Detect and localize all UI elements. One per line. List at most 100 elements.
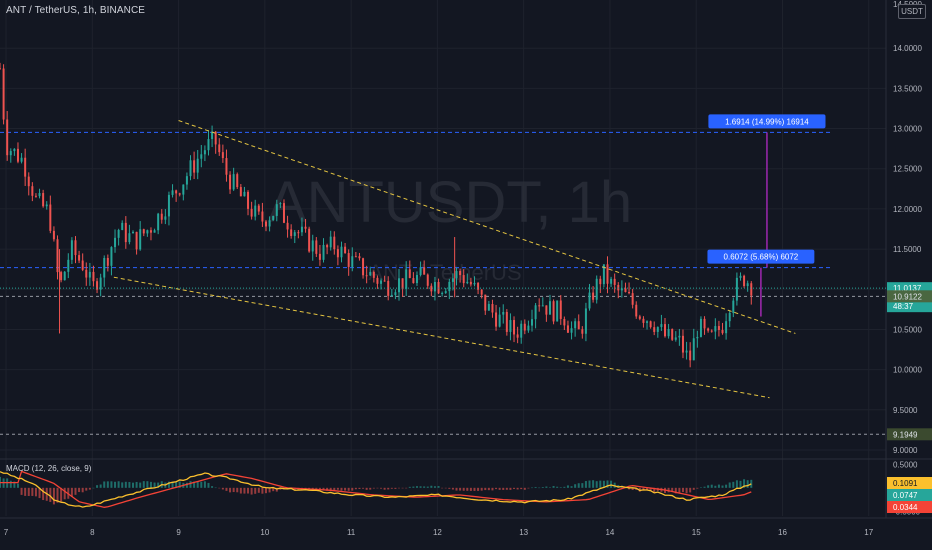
candle-body [304, 226, 307, 229]
candle-body [106, 257, 109, 266]
candle-body [268, 220, 271, 227]
macd-histogram-bar [27, 487, 30, 496]
candle-body [556, 300, 559, 322]
candle-body [135, 231, 138, 250]
macd-histogram-bar [552, 486, 555, 488]
macd-histogram-bar [279, 487, 282, 490]
macd-histogram-bar [523, 487, 526, 490]
candle-body [743, 275, 746, 287]
candle-body [664, 324, 667, 337]
macd-histogram-bar [333, 487, 336, 491]
macd-histogram-bar [117, 481, 120, 488]
macd-histogram-bar [577, 483, 580, 488]
macd-histogram-bar [175, 482, 178, 488]
candle-body [750, 283, 753, 296]
candle-body [455, 271, 458, 279]
macd-histogram-bar [13, 481, 16, 488]
macd-histogram-bar [401, 487, 404, 489]
macd-histogram-bar [311, 487, 314, 489]
candle-body [189, 160, 192, 177]
macd-histogram-bar [588, 480, 591, 488]
candle-body [85, 269, 88, 278]
macd-value: 0.0747 [893, 491, 918, 500]
candle-body [491, 304, 494, 313]
candle-body [469, 281, 472, 285]
candle-body [103, 257, 106, 278]
macd-indicator-label[interactable]: MACD (12, 26, close, 9) [6, 464, 92, 473]
measure-label-box [708, 114, 826, 129]
macd-histogram-bar [513, 487, 516, 489]
macd-line [0, 471, 752, 508]
macd-histogram-bar [545, 486, 548, 488]
macd-histogram-bar [491, 487, 494, 491]
macd-histogram-bar [34, 487, 37, 497]
macd-histogram-bar [200, 481, 203, 488]
macd-histogram-bar [340, 487, 343, 491]
candle-body [513, 320, 516, 335]
macd-histogram-bar [135, 481, 138, 488]
trend-line [178, 120, 796, 334]
candle-body [340, 246, 343, 258]
candle-body [67, 259, 70, 272]
candle-body [78, 255, 81, 261]
price-axis-tick: 11.5000 [893, 245, 922, 254]
candle-body [566, 325, 569, 333]
candle-body [114, 237, 117, 248]
price-axis-tick: 10.0000 [893, 366, 922, 375]
candle-body [203, 150, 206, 155]
macd-histogram-bar [563, 486, 566, 488]
candle-body [157, 213, 160, 231]
macd-histogram-bar [24, 487, 27, 496]
macd-histogram-bar [250, 487, 253, 495]
candle-body [383, 280, 386, 282]
macd-histogram-bar [599, 480, 602, 488]
watermark-subtitle: ANT / TetherUS [368, 260, 521, 285]
macd-histogram-bar [739, 480, 742, 488]
candle-body [128, 233, 131, 243]
price-axis-tick: 13.0000 [893, 125, 922, 134]
candle-body [671, 329, 674, 340]
symbol-header[interactable]: ANT / TetherUS, 1h, BINANCE [6, 5, 146, 16]
macd-histogram-bar [247, 487, 250, 494]
macd-value-tag [887, 489, 932, 501]
candle-body [419, 267, 422, 276]
candle-body [110, 247, 113, 266]
macd-histogram-bar [203, 481, 206, 488]
macd-histogram-bar [455, 487, 458, 491]
candle-body [153, 230, 156, 233]
macd-histogram-bar [49, 487, 52, 502]
candle-body [333, 236, 336, 250]
candle-body [49, 204, 52, 231]
current-price-value: 11.0137 [893, 284, 922, 293]
macd-histogram-bar [681, 487, 684, 493]
macd-histogram-bar [365, 487, 368, 490]
macd-histogram-bar [415, 486, 418, 488]
currency-badge[interactable]: USDT [898, 4, 926, 19]
macd-histogram-bar [214, 487, 217, 489]
macd-histogram-bar [110, 481, 113, 488]
macd-histogram-bar [484, 487, 487, 491]
macd-histogram-bar [696, 487, 699, 489]
candle-body [717, 326, 720, 330]
candle-body [725, 321, 728, 334]
candle-body [164, 216, 167, 220]
candle-body [534, 305, 537, 320]
macd-histogram-bar [178, 481, 181, 488]
candle-body [462, 275, 465, 284]
candle-body [336, 249, 339, 258]
macd-histogram-bar [315, 487, 318, 489]
candle-body [38, 193, 41, 197]
candle-body [703, 318, 706, 329]
macd-histogram-bar [642, 487, 645, 491]
macd-histogram-bar [505, 487, 508, 490]
candle-body [81, 260, 84, 270]
macd-value-tag [887, 477, 932, 489]
measure-label-box [707, 249, 815, 264]
candle-body [631, 293, 634, 305]
candle-body [171, 190, 174, 195]
candle-body [6, 119, 9, 156]
macd-histogram-bar [477, 487, 480, 491]
candle-body [117, 229, 120, 238]
candle-body [692, 338, 695, 361]
